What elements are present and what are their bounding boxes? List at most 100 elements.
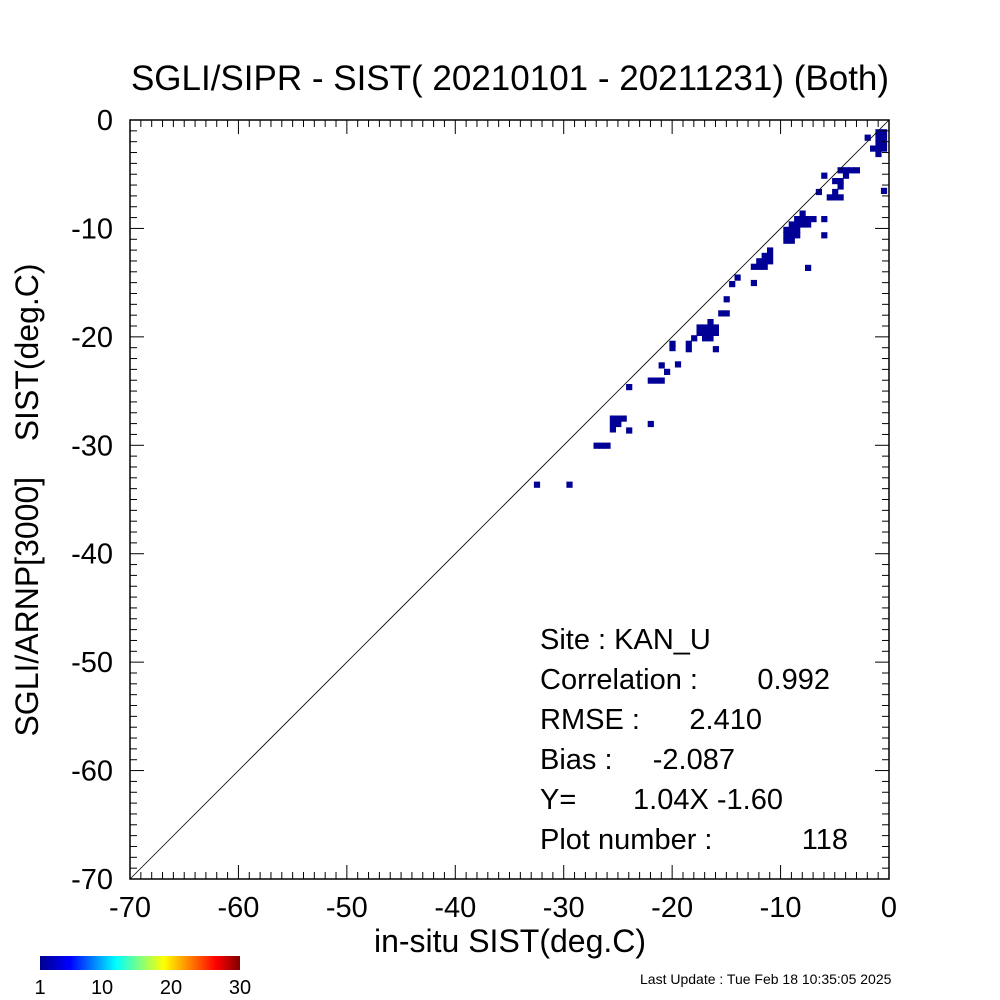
heatmap-cell <box>799 221 806 228</box>
heatmap-cell <box>788 221 795 228</box>
heatmap-cell <box>712 346 719 353</box>
stat-value: -2.087 <box>653 744 735 776</box>
heatmap-cell <box>756 258 763 265</box>
heatmap-cell <box>821 216 828 223</box>
heatmap-cell <box>832 178 839 185</box>
y-tick-label: -20 <box>71 322 113 354</box>
heatmap-cell <box>609 426 616 433</box>
heatmap-cell <box>832 194 839 201</box>
stat-label: Site : KAN_U <box>540 624 711 656</box>
heatmap-cell <box>729 281 736 288</box>
heatmap-cell <box>794 216 801 223</box>
y-axis-label: SGLI/ARNP[3000] SIST(deg.C) <box>9 263 45 736</box>
heatmap-cell <box>794 221 801 228</box>
heatmap-cell <box>658 362 665 369</box>
heatmap-cell <box>707 329 714 336</box>
stat-label: Y= <box>540 784 576 816</box>
y-tick-label: -50 <box>71 647 113 679</box>
heatmap-cell <box>696 329 703 336</box>
heatmap-cell <box>810 216 817 223</box>
heatmap-cell <box>837 167 844 174</box>
heatmap-cell <box>761 258 768 265</box>
heatmap-cell <box>821 232 828 239</box>
x-tick-label: -20 <box>651 892 693 924</box>
heatmap-cell <box>647 377 654 384</box>
colorbar-tick-label: 10 <box>91 977 113 999</box>
colorbar-labels: 1 10 20 30 <box>34 977 251 999</box>
colorbar <box>40 956 240 970</box>
heatmap-cell <box>821 172 828 179</box>
heatmap-cell <box>723 310 730 317</box>
heatmap-cells <box>533 129 888 488</box>
heatmap-cell <box>609 420 616 428</box>
heatmap-cell <box>815 188 822 196</box>
heatmap-cell <box>761 263 768 270</box>
heatmap-cell <box>669 340 676 347</box>
heatmap-cell <box>702 324 709 331</box>
heatmap-cell <box>620 415 627 422</box>
stat-value: 118 <box>802 824 848 856</box>
heatmap-cell <box>750 279 757 287</box>
stat-value: 1.04X -1.60 <box>633 784 783 816</box>
heatmap-cell <box>880 187 888 194</box>
stats-panel: Site : KAN_U Correlation : 0.992 RMSE : 2.41… <box>540 624 848 856</box>
axis-ticks <box>129 119 890 880</box>
heatmap-cell <box>848 167 855 174</box>
x-tick-labels: -70 -60 -50 -40 -30 -20 -10 0 <box>109 892 897 924</box>
heatmap-cell <box>707 335 714 342</box>
heatmap-cell <box>615 415 622 422</box>
heatmap-cell <box>767 252 774 259</box>
heatmap-cell <box>767 258 774 265</box>
x-axis-label: in-situ SIST(deg.C) <box>374 923 646 959</box>
heatmap-cell <box>604 442 611 449</box>
heatmap-cell <box>702 329 709 336</box>
y-tick-label: -10 <box>71 213 113 245</box>
heatmap-cell <box>609 415 616 422</box>
heatmap-cell <box>870 145 877 152</box>
x-tick-label: -40 <box>434 892 476 924</box>
heatmap-cell <box>533 481 541 488</box>
heatmap-cell <box>734 274 741 281</box>
chart-title: SGLI/SIPR - SIST( 20210101 - 20211231) (… <box>131 59 889 98</box>
x-tick-label: -60 <box>217 892 259 924</box>
y-tick-labels: -70 -60 -50 -40 -30 -20 -10 0 <box>71 105 113 896</box>
heatmap-cell <box>783 226 790 233</box>
heatmap-cell <box>696 324 703 331</box>
colorbar-tick-label: 1 <box>34 977 45 999</box>
y-tick-label: -60 <box>71 756 113 788</box>
heatmap-cell <box>826 194 833 201</box>
heatmap-cell <box>875 145 882 152</box>
colorbar-tick-label: 20 <box>160 977 182 999</box>
heatmap-cell <box>837 194 844 201</box>
last-update-text: Last Update : Tue Feb 18 10:35:05 2025 <box>640 971 892 987</box>
heatmap-cell <box>805 216 812 223</box>
heatmap-cell <box>842 167 850 174</box>
heatmap-cell <box>761 252 768 259</box>
heatmap-cell <box>707 324 714 331</box>
heatmap-cell <box>788 232 795 239</box>
heatmap-cell <box>723 296 730 303</box>
heatmap-cell <box>880 134 888 141</box>
stat-label: Bias : <box>540 744 613 776</box>
stat-label: RMSE : <box>540 704 640 736</box>
heatmap-cell <box>794 226 801 233</box>
heatmap-cell <box>674 361 682 368</box>
heatmap-cell <box>712 329 719 336</box>
x-tick-label: -10 <box>760 892 802 924</box>
stat-label: Correlation : <box>540 664 698 696</box>
heatmap-cell <box>837 178 844 185</box>
heatmap-cell <box>842 172 850 179</box>
heatmap-cell <box>837 183 844 190</box>
y-tick-label: -40 <box>71 539 113 571</box>
heatmap-cell <box>875 150 882 158</box>
heatmap-cell <box>799 216 806 223</box>
heatmap-cell <box>626 427 633 434</box>
x-tick-label: -70 <box>109 892 151 924</box>
heatmap-cell <box>788 226 795 233</box>
one-to-one-line <box>129 119 890 880</box>
stat-value: 2.410 <box>689 704 762 736</box>
heatmap-cell <box>864 134 871 141</box>
stat-value: 0.992 <box>757 664 830 696</box>
heatmap-cell <box>566 481 573 488</box>
